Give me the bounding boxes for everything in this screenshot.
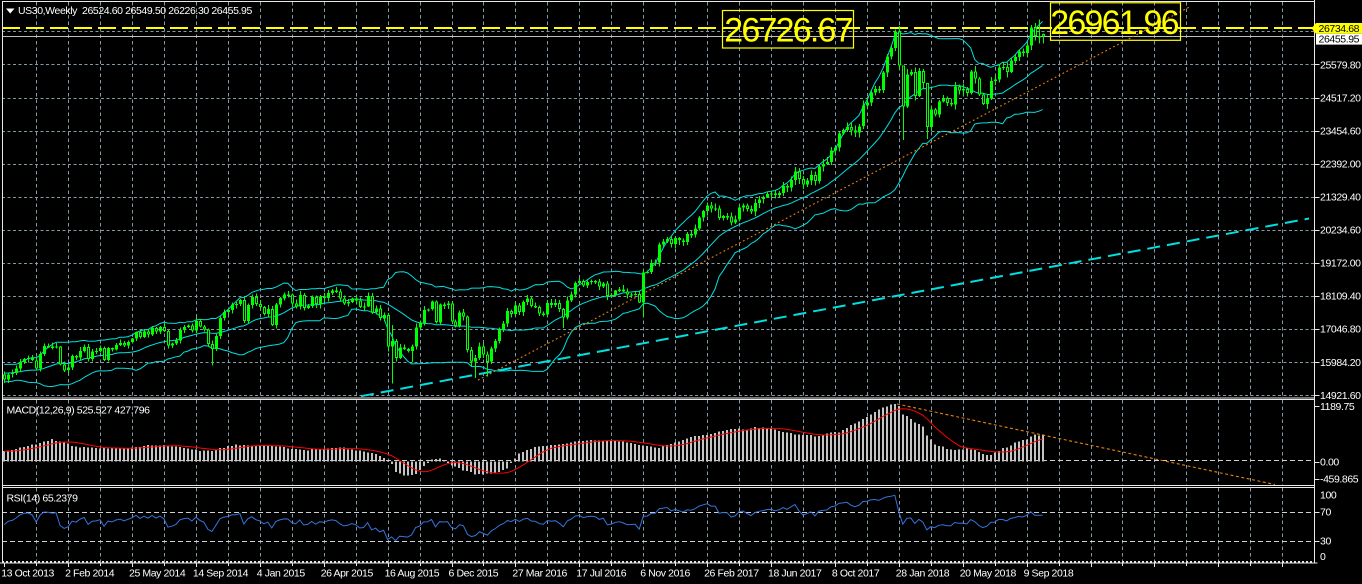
svg-text:26961.96: 26961.96 [1050,4,1178,42]
svg-text:2 Feb 2014: 2 Feb 2014 [65,568,115,580]
svg-text:26455.95: 26455.95 [1319,34,1360,46]
svg-text:17 Jul 2016: 17 Jul 2016 [576,568,626,580]
svg-text:6 Nov 2016: 6 Nov 2016 [640,568,690,580]
svg-text:0.00: 0.00 [1320,456,1339,468]
svg-text:US30,Weekly: US30,Weekly [18,5,78,17]
svg-text:30: 30 [1320,536,1331,548]
svg-text:14921.60: 14921.60 [1320,390,1361,402]
svg-text:13 Oct 2013: 13 Oct 2013 [1,568,54,580]
svg-text:21329.40: 21329.40 [1320,192,1361,204]
svg-text:25579.80: 25579.80 [1320,59,1361,71]
svg-text:100: 100 [1320,489,1337,501]
svg-text:-459.865: -459.865 [1320,474,1359,486]
svg-text:26 Feb 2017: 26 Feb 2017 [704,568,759,580]
svg-text:26524.60 26549.50 26226.30 264: 26524.60 26549.50 26226.30 26455.95 [82,5,252,17]
svg-text:26 Apr 2015: 26 Apr 2015 [321,568,374,580]
svg-text:26726.67: 26726.67 [724,12,852,50]
svg-text:24517.20: 24517.20 [1320,92,1361,104]
svg-text:RSI(14) 65.2379: RSI(14) 65.2379 [7,493,79,505]
svg-text:8 Oct 2017: 8 Oct 2017 [832,568,880,580]
svg-text:1189.75: 1189.75 [1320,401,1355,413]
svg-text:16 Aug 2015: 16 Aug 2015 [385,568,440,580]
svg-text:MACD(12,26,9) 525.527 427.796: MACD(12,26,9) 525.527 427.796 [7,404,151,416]
svg-text:25 May 2014: 25 May 2014 [129,568,186,580]
svg-text:14 Sep 2014: 14 Sep 2014 [193,568,249,580]
svg-text:17046.80: 17046.80 [1320,324,1361,336]
svg-text:26734.68: 26734.68 [1319,23,1360,35]
svg-text:23454.60: 23454.60 [1320,125,1361,137]
svg-text:19172.00: 19172.00 [1320,258,1361,270]
svg-text:18109.40: 18109.40 [1320,291,1361,303]
svg-text:9 Sep 2018: 9 Sep 2018 [1024,568,1074,580]
svg-text:20 May 2018: 20 May 2018 [960,568,1017,580]
svg-text:0: 0 [1320,551,1326,563]
svg-text:28 Jan 2018: 28 Jan 2018 [896,568,950,580]
svg-text:4 Jan 2015: 4 Jan 2015 [257,568,306,580]
svg-text:27 Mar 2016: 27 Mar 2016 [512,568,567,580]
svg-text:18 Jun 2017: 18 Jun 2017 [768,568,822,580]
svg-text:70: 70 [1320,506,1331,518]
svg-text:15984.20: 15984.20 [1320,357,1361,369]
svg-text:6 Dec 2015: 6 Dec 2015 [449,568,499,580]
svg-text:22392.00: 22392.00 [1320,158,1361,170]
svg-text:20234.60: 20234.60 [1320,225,1361,237]
